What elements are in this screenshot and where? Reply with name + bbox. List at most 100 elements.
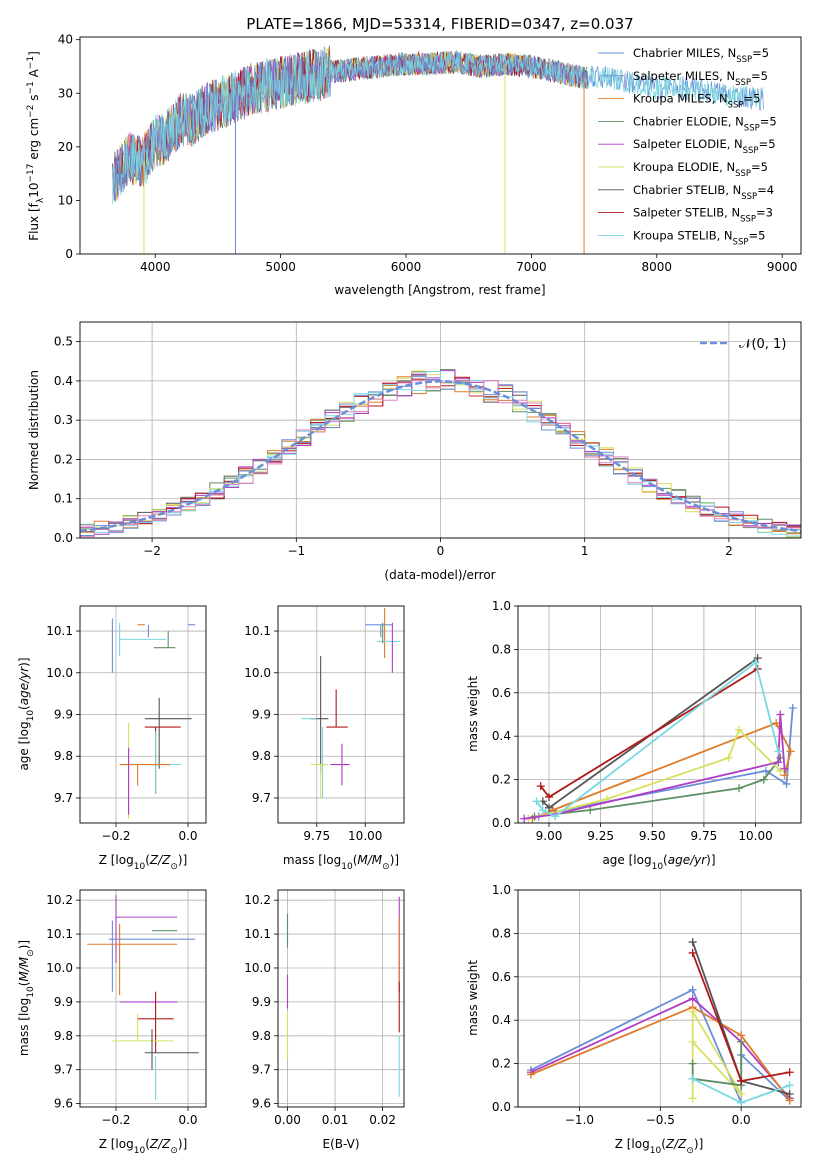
x-axis-label-part: ( <box>145 853 150 867</box>
legend-label-part: =5 <box>743 92 760 106</box>
x-tick-label: −0.2 <box>101 829 130 843</box>
y-axis-label-part: age [log <box>17 721 31 770</box>
x-axis-label-part: Z [log <box>99 1137 134 1151</box>
y-axis-label-part: )] <box>17 657 31 666</box>
plot-area-z-mass <box>87 895 199 1101</box>
x-axis-label-part: 10 <box>341 862 353 872</box>
y-tick-label: 0.8 <box>492 926 511 940</box>
y-tick-label: 9.7 <box>252 1063 271 1077</box>
axes-frame <box>79 889 207 1108</box>
y-axis-label-part: ] <box>27 51 41 56</box>
mass-weight-marker <box>688 938 697 947</box>
x-tick-label: 9.00 <box>536 829 563 843</box>
panel-residuals: −2 −1 0 1 2 0.0 0.1 0.2 0.3 0.4 0.5 𝒩(0, 1) (data-mo… <box>27 321 802 582</box>
mass-weight-marker <box>688 985 697 994</box>
y-tick-label: 0.4 <box>54 374 73 388</box>
x-axis-label-part: Z [log <box>99 853 134 867</box>
y-tick-label: 9.8 <box>54 1029 73 1043</box>
x-tick-label: 9000 <box>767 260 798 274</box>
x-tick-label: −1 <box>287 544 305 558</box>
x-tick-label: 1 <box>581 544 589 558</box>
y-axis-label-part: age/yr <box>17 666 31 705</box>
y-axis-label: Flux [fλ10−17 erg cm−2 s−1 A−1] <box>26 51 46 241</box>
mass-weight-marker <box>688 1007 697 1016</box>
mass-weight-marker <box>737 1076 746 1085</box>
x-tick-label: 0 <box>437 544 445 558</box>
y-axis-label-part: −1 <box>26 56 36 69</box>
legend-label-part: =4 <box>757 183 774 197</box>
x-tick-label: −0.2 <box>101 1113 130 1127</box>
x-axis-label-part: 10 <box>650 1146 662 1156</box>
x-axis-label: (data-model)/error <box>384 568 495 582</box>
y-tick-label: 0.2 <box>54 452 73 466</box>
x-tick-label: 9.75 <box>691 829 718 843</box>
x-axis-label-part: Z/Z <box>149 1137 171 1151</box>
legend-label: Chabrier MILES, NSSP=5 <box>633 46 769 65</box>
y-tick-label: 1.0 <box>492 883 511 897</box>
mass-weight-line <box>530 1006 791 1102</box>
x-tick-label: 0.0 <box>178 829 197 843</box>
y-tick-label: 0.6 <box>492 970 511 984</box>
panel-z-mass: −0.2 0.09.69.79.89.910.010.110.2Z [log10(… <box>17 889 207 1156</box>
x-axis-label-part: Z [log <box>615 1137 650 1151</box>
y-tick-label: 0.1 <box>54 492 73 506</box>
y-axis-label-part: mass weight <box>466 676 480 752</box>
x-tick-label: 10.00 <box>738 829 772 843</box>
y-tick-label: 0 <box>65 247 73 261</box>
panel-z-age: −0.2 0.09.79.89.910.010.1Z [log10(Z/Z⊙)]a… <box>17 605 207 872</box>
mass-weight-marker <box>786 747 795 756</box>
y-axis-label-part: mass [log <box>17 998 31 1056</box>
legend-label-part: Kroupa MILES, N <box>633 92 728 106</box>
axes-frame <box>79 321 802 539</box>
plot-area-spectrum <box>112 45 764 254</box>
mass-weight-marker <box>780 764 789 773</box>
x-axis-label-part: Z/Z <box>149 853 171 867</box>
y-tick-label: 0.3 <box>54 413 73 427</box>
x-axis-label-part: )] <box>178 853 187 867</box>
y-tick-label: 9.9 <box>252 708 271 722</box>
y-tick-label: 10.1 <box>244 927 271 941</box>
x-axis-label-part: 10 <box>652 862 664 872</box>
mass-weight-line <box>691 1041 743 1087</box>
legend-label-part: =3 <box>756 206 773 220</box>
legend-label: Salpeter STELIB, NSSP=3 <box>633 206 773 225</box>
y-tick-label: 0.4 <box>492 729 511 743</box>
mass-weight-line <box>691 1008 742 1099</box>
mass-weight-marker <box>544 803 553 812</box>
legend-label: Salpeter MILES, NSSP=5 <box>633 69 768 88</box>
x-axis-label: mass [log10(M/M⊙)] <box>283 853 399 872</box>
mass-weight-marker <box>737 1098 746 1107</box>
y-axis-label-part: −1 <box>26 81 36 94</box>
panel-spectrum: 4000 5000 6000 7000 8000 9000 0 10 20 30 40 Chabrie… <box>26 33 802 297</box>
mass-weight-marker <box>536 782 545 791</box>
y-tick-label: 9.7 <box>54 1063 73 1077</box>
plot-area-z-massweight <box>526 938 794 1107</box>
mass-weight-line <box>530 997 791 1099</box>
mass-weight-marker <box>761 766 770 775</box>
axes-frame <box>277 889 405 1108</box>
x-tick-label: 9.75 <box>303 829 330 843</box>
mass-weight-marker <box>532 797 541 806</box>
mass-weight-marker <box>785 1081 794 1090</box>
y-axis-label-part: ⊙ <box>26 949 36 957</box>
legend-label-part: SSP <box>735 78 751 88</box>
mass-weight-marker <box>788 703 797 712</box>
y-tick-label: 9.8 <box>54 749 73 763</box>
x-tick-label: −0.5 <box>646 1113 675 1127</box>
mass-weight-marker <box>785 1089 794 1098</box>
mass-weight-marker <box>737 1089 746 1098</box>
y-axis-label: mass weight <box>466 676 480 752</box>
plot-area-z-age <box>111 618 196 819</box>
figure-title: PLATE=1866, MJD=53314, FIBERID=0347, z=0… <box>246 15 633 33</box>
y-axis-label: mass [log10(M/M⊙)] <box>17 940 36 1056</box>
mass-weight-marker <box>688 1037 697 1046</box>
y-tick-label: 9.8 <box>252 1029 271 1043</box>
plot-area-residuals <box>80 369 801 538</box>
x-axis-label-part: ⊙ <box>170 862 178 872</box>
legend-label-part: Chabrier STELIB, N <box>633 183 741 197</box>
y-tick-label: 9.9 <box>252 995 271 1009</box>
x-tick-label: −1.0 <box>565 1113 594 1127</box>
mass-weight-marker <box>526 1070 535 1079</box>
x-axis-label-part: age/yr <box>668 853 707 867</box>
mass-weight-marker <box>737 1037 746 1046</box>
